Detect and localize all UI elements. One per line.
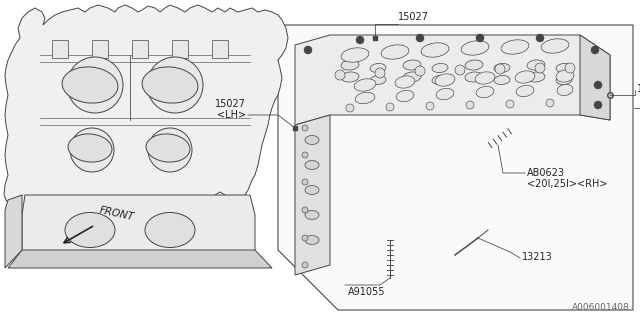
Circle shape [302, 152, 308, 158]
Polygon shape [52, 40, 68, 58]
Ellipse shape [305, 236, 319, 244]
Circle shape [346, 104, 354, 112]
Circle shape [591, 46, 599, 54]
Ellipse shape [556, 70, 574, 82]
Ellipse shape [465, 60, 483, 70]
Ellipse shape [381, 45, 409, 59]
Ellipse shape [65, 212, 115, 247]
Ellipse shape [146, 134, 190, 162]
Polygon shape [4, 5, 288, 220]
Circle shape [546, 99, 554, 107]
Text: 15027: 15027 [215, 99, 246, 109]
Ellipse shape [395, 76, 415, 88]
Ellipse shape [465, 72, 483, 82]
Circle shape [67, 57, 123, 113]
Circle shape [495, 64, 505, 74]
Ellipse shape [370, 63, 386, 73]
Ellipse shape [62, 67, 118, 103]
Circle shape [302, 125, 308, 131]
Ellipse shape [354, 79, 376, 91]
Circle shape [506, 100, 514, 108]
Ellipse shape [436, 88, 454, 100]
Ellipse shape [370, 76, 386, 84]
Circle shape [70, 128, 114, 172]
Ellipse shape [476, 86, 494, 98]
Ellipse shape [527, 72, 545, 82]
Ellipse shape [432, 63, 448, 73]
Circle shape [426, 102, 434, 110]
Text: 15027: 15027 [398, 12, 429, 22]
Circle shape [335, 70, 345, 80]
Text: 13212: 13212 [637, 84, 640, 94]
Polygon shape [92, 40, 108, 58]
Text: 13213: 13213 [522, 252, 553, 262]
Polygon shape [172, 40, 188, 58]
Ellipse shape [396, 90, 414, 102]
Circle shape [415, 66, 425, 76]
Ellipse shape [421, 43, 449, 57]
Circle shape [594, 81, 602, 89]
Ellipse shape [305, 211, 319, 220]
Text: AB0623: AB0623 [527, 168, 565, 178]
Circle shape [455, 65, 465, 75]
Circle shape [536, 34, 544, 42]
Circle shape [565, 63, 575, 73]
Polygon shape [22, 195, 255, 255]
Polygon shape [580, 35, 610, 120]
Ellipse shape [556, 76, 572, 84]
Circle shape [302, 207, 308, 213]
Ellipse shape [515, 71, 535, 83]
Polygon shape [8, 250, 272, 268]
Polygon shape [5, 195, 22, 268]
Ellipse shape [527, 60, 545, 70]
Circle shape [416, 34, 424, 42]
Ellipse shape [145, 212, 195, 247]
Ellipse shape [68, 134, 112, 162]
Circle shape [375, 68, 385, 78]
Circle shape [386, 103, 394, 111]
Text: <20I,25I><RH>: <20I,25I><RH> [527, 179, 607, 189]
Ellipse shape [435, 74, 455, 86]
Circle shape [302, 262, 308, 268]
Ellipse shape [355, 92, 375, 104]
Text: A006001408: A006001408 [572, 303, 630, 312]
Circle shape [594, 101, 602, 109]
Ellipse shape [494, 63, 510, 73]
Polygon shape [295, 35, 610, 125]
Circle shape [466, 101, 474, 109]
Ellipse shape [557, 84, 573, 96]
Ellipse shape [403, 72, 421, 82]
Circle shape [147, 57, 203, 113]
Text: <LH>: <LH> [217, 110, 246, 120]
Polygon shape [295, 115, 330, 275]
Circle shape [304, 46, 312, 54]
Polygon shape [212, 40, 228, 58]
Ellipse shape [556, 63, 572, 73]
Ellipse shape [403, 60, 421, 70]
Ellipse shape [341, 72, 359, 82]
Circle shape [356, 36, 364, 44]
Ellipse shape [341, 48, 369, 62]
Circle shape [302, 179, 308, 185]
Ellipse shape [501, 40, 529, 54]
Polygon shape [278, 25, 633, 310]
Ellipse shape [305, 186, 319, 195]
Circle shape [148, 128, 192, 172]
Circle shape [302, 235, 308, 241]
Polygon shape [132, 40, 148, 58]
Text: FRONT: FRONT [98, 205, 135, 222]
Circle shape [535, 63, 545, 73]
Ellipse shape [432, 76, 448, 84]
Ellipse shape [541, 39, 569, 53]
Ellipse shape [494, 76, 510, 84]
Ellipse shape [305, 161, 319, 170]
Ellipse shape [341, 60, 359, 70]
Ellipse shape [142, 67, 198, 103]
Text: A91055: A91055 [348, 287, 385, 297]
Ellipse shape [461, 41, 489, 55]
Circle shape [476, 34, 484, 42]
Ellipse shape [516, 85, 534, 97]
Ellipse shape [475, 72, 495, 84]
Ellipse shape [305, 135, 319, 145]
